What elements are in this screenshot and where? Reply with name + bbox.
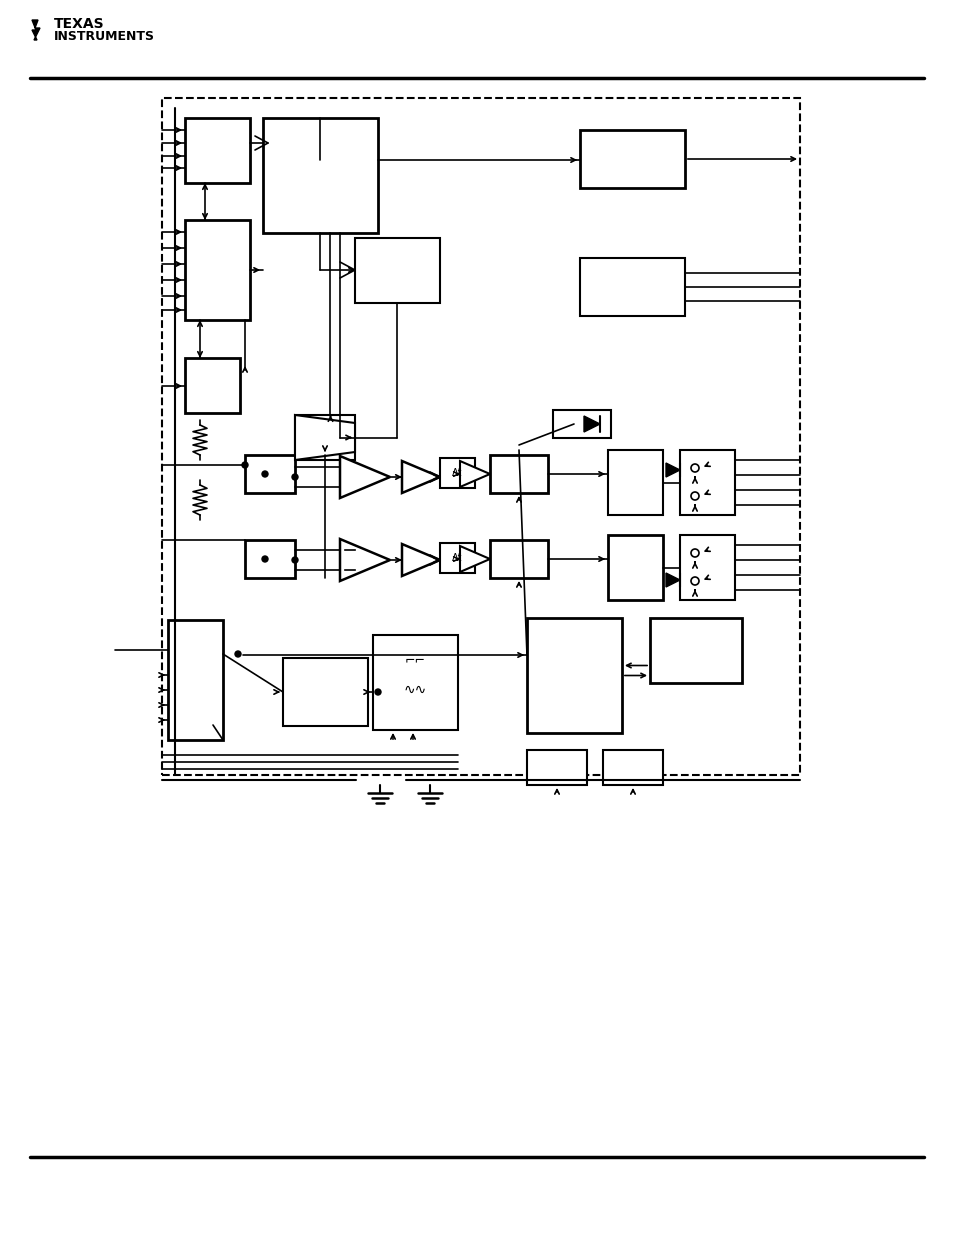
- Polygon shape: [339, 456, 390, 498]
- Bar: [553, 410, 610, 438]
- Polygon shape: [339, 538, 390, 580]
- Bar: [602, 750, 662, 785]
- Bar: [490, 454, 547, 493]
- Bar: [185, 220, 250, 320]
- Bar: [679, 535, 734, 600]
- Polygon shape: [583, 416, 599, 432]
- Text: ∿∿: ∿∿: [403, 683, 427, 697]
- Polygon shape: [294, 415, 355, 459]
- Bar: [185, 358, 240, 412]
- Polygon shape: [459, 461, 490, 487]
- Circle shape: [242, 462, 248, 468]
- Polygon shape: [32, 20, 40, 40]
- Text: TEXAS: TEXAS: [54, 17, 105, 31]
- Polygon shape: [459, 546, 490, 572]
- Circle shape: [262, 471, 268, 477]
- Bar: [607, 450, 662, 515]
- Bar: [373, 635, 457, 730]
- Polygon shape: [665, 463, 679, 477]
- Circle shape: [292, 557, 297, 563]
- Bar: [245, 540, 294, 578]
- Bar: [439, 458, 475, 488]
- Bar: [579, 130, 684, 188]
- Bar: [679, 450, 734, 515]
- Bar: [245, 454, 294, 493]
- Bar: [490, 540, 547, 578]
- Bar: [294, 415, 355, 459]
- Bar: [439, 543, 475, 573]
- Bar: [283, 658, 368, 726]
- Bar: [168, 620, 223, 740]
- Polygon shape: [401, 543, 439, 576]
- Polygon shape: [401, 461, 439, 493]
- Bar: [579, 258, 684, 316]
- Circle shape: [375, 689, 380, 695]
- Circle shape: [262, 556, 268, 562]
- Bar: [263, 119, 377, 233]
- Text: Δt: Δt: [452, 468, 462, 478]
- Circle shape: [292, 474, 297, 480]
- Bar: [162, 98, 800, 776]
- Bar: [355, 238, 439, 303]
- Text: INSTRUMENTS: INSTRUMENTS: [54, 30, 154, 42]
- Bar: [526, 618, 621, 734]
- Bar: [526, 750, 586, 785]
- Text: ⌐⌐: ⌐⌐: [405, 653, 426, 667]
- Bar: [185, 119, 250, 183]
- Polygon shape: [665, 573, 679, 587]
- Text: Δt: Δt: [452, 553, 462, 563]
- Bar: [607, 535, 662, 600]
- Circle shape: [234, 651, 241, 657]
- Bar: [649, 618, 741, 683]
